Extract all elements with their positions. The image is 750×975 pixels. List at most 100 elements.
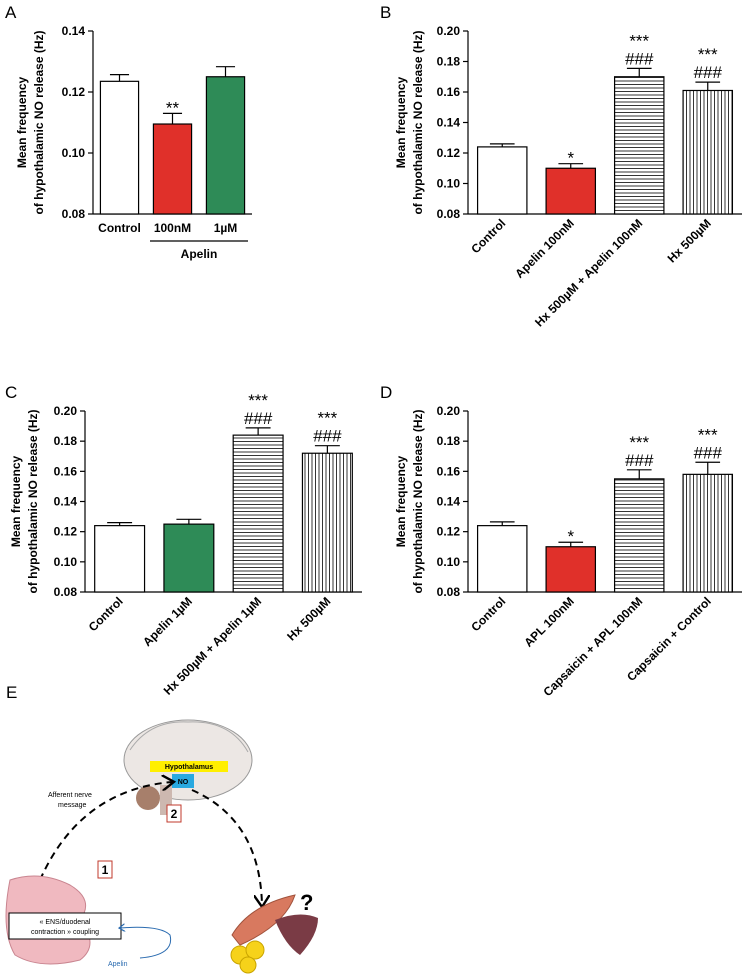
apelin-arrow <box>120 927 172 959</box>
muscle <box>231 894 296 946</box>
panel-letter: D <box>380 383 392 402</box>
chart: D Mean frequency of hypothalamic NO releas… <box>380 383 742 699</box>
cerebellum <box>136 786 160 810</box>
no-label: NO <box>178 779 189 786</box>
y-tick-label: 0.14 <box>54 495 78 509</box>
bar <box>613 478 665 593</box>
fat <box>239 956 257 974</box>
hash-mark: ### <box>694 63 723 82</box>
hash-mark: ### <box>313 427 342 446</box>
hash-mark: ### <box>244 409 273 428</box>
panel-letter: A <box>5 3 17 22</box>
afferent-label: Afferent nerve <box>48 792 92 799</box>
significance-mark: *** <box>317 409 337 428</box>
y-axis-label: Mean frequency <box>9 455 23 547</box>
afferent-label: message <box>58 802 87 809</box>
significance-mark: *** <box>629 433 649 452</box>
y-tick-label: 0.12 <box>62 85 86 99</box>
chart: C Mean frequency of hypothalamic NO releas… <box>5 383 362 698</box>
y-tick-label: 0.20 <box>437 404 461 418</box>
significance-mark: * <box>567 149 574 168</box>
y-axis-label: of hypothalamic NO release (Hz) <box>32 30 46 214</box>
hypothalamus-label: Hypothalamus <box>165 764 213 771</box>
coupling-label: « ENS/duodenal <box>40 919 91 926</box>
x-tick-label: APL 100nM <box>521 594 576 649</box>
significance-mark: *** <box>698 425 718 444</box>
x-tick-label: Control <box>86 594 126 634</box>
x-tick-label: 100nM <box>154 221 191 235</box>
x-tick-label: Control <box>98 221 141 235</box>
fat <box>245 940 265 960</box>
y-tick-label: 0.08 <box>54 585 78 599</box>
bar <box>613 76 665 215</box>
y-axis-label: Mean frequency <box>15 76 29 168</box>
bar <box>163 523 215 593</box>
y-axis-label: Mean frequency <box>394 455 408 547</box>
bar <box>232 434 284 593</box>
y-tick-label: 0.12 <box>437 525 461 539</box>
significance-mark: * <box>567 527 574 546</box>
y-tick-label: 0.12 <box>54 525 78 539</box>
coupling-label: contraction » coupling <box>31 929 99 936</box>
x-tick-label: Hx 500µM <box>665 216 714 265</box>
chart: A Mean frequency of hypothalamic NO releas… <box>5 3 252 261</box>
bar <box>94 525 146 593</box>
x-tick-label: Control <box>468 594 508 634</box>
panel-letter: E <box>6 683 17 702</box>
y-tick-label: 0.08 <box>437 207 461 221</box>
bar <box>152 123 193 215</box>
bar <box>476 146 528 215</box>
hash-mark: ### <box>625 49 654 68</box>
step-label: 1 <box>102 863 109 877</box>
bar <box>99 80 140 215</box>
significance-mark: *** <box>248 391 268 410</box>
y-tick-label: 0.08 <box>437 585 461 599</box>
y-tick-label: 0.18 <box>54 434 78 448</box>
step-label: 2 <box>171 807 178 821</box>
y-tick-label: 0.18 <box>437 434 461 448</box>
y-tick-label: 0.16 <box>54 464 78 478</box>
y-tick-label: 0.10 <box>62 146 86 160</box>
y-tick-label: 0.12 <box>437 146 461 160</box>
question-mark: ? <box>300 890 313 915</box>
bar <box>301 452 353 593</box>
y-tick-label: 0.16 <box>437 464 461 478</box>
x-tick-label: Control <box>468 216 508 256</box>
panel-letter: B <box>380 3 391 22</box>
y-tick-label: 0.10 <box>54 555 78 569</box>
y-tick-label: 0.10 <box>437 555 461 569</box>
no-box <box>172 774 194 788</box>
y-tick-label: 0.14 <box>62 24 86 38</box>
panel-letter: C <box>5 383 17 402</box>
y-tick-label: 0.18 <box>437 55 461 69</box>
y-tick-label: 0.16 <box>437 85 461 99</box>
significance-mark: *** <box>629 31 649 50</box>
y-tick-label: 0.14 <box>437 495 461 509</box>
bar <box>682 89 734 215</box>
bar <box>545 167 597 215</box>
significance-mark: *** <box>698 45 718 64</box>
y-axis-label: of hypothalamic NO release (Hz) <box>411 409 425 593</box>
bar <box>476 525 528 593</box>
x-tick-label: Apelin 1µM <box>140 594 195 649</box>
hash-mark: ### <box>694 443 723 462</box>
bar <box>205 76 246 215</box>
bar <box>682 473 734 593</box>
y-tick-label: 0.14 <box>437 116 461 130</box>
x-tick-label: 1µM <box>214 221 238 235</box>
brain-fold <box>129 721 249 753</box>
x-tick-label: Hx 500µM <box>284 594 333 643</box>
x-tick-label: Apelin 100nM <box>512 216 577 281</box>
diagram: E Hypothalamus NO Afferent nerve message… <box>5 683 318 974</box>
y-tick-label: 0.08 <box>62 207 86 221</box>
chart: B Mean frequency of hypothalamic NO releas… <box>380 3 742 329</box>
step-box <box>97 860 113 879</box>
y-axis-label: Mean frequency <box>394 76 408 168</box>
significance-mark: ** <box>166 98 180 117</box>
y-tick-label: 0.20 <box>437 24 461 38</box>
group-label: Apelin <box>181 247 218 261</box>
efferent-arrow <box>191 789 262 905</box>
hash-mark: ### <box>625 451 654 470</box>
